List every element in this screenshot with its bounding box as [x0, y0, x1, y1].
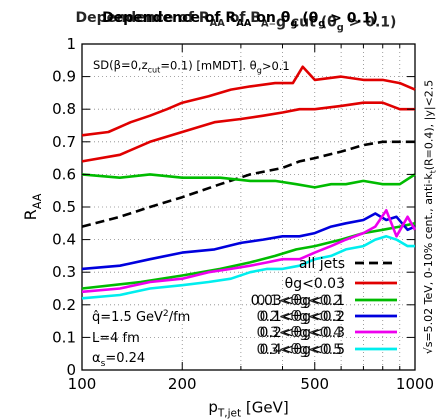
y-tick-label: 0.3: [52, 263, 76, 281]
chart-title-overlay: Dependence of RAA of BA₋g cut (θg > 0.1): [76, 10, 397, 34]
series-line-4: [81, 222, 416, 290]
series-line-3: [81, 173, 416, 189]
legend-label-2: 0.03<θg<0.1: [251, 293, 345, 309]
y-tick-label: 0.7: [52, 133, 76, 151]
param-qhat: q̂=1.5 GeV2/fm: [92, 309, 190, 325]
series-line-6: [81, 209, 417, 294]
param-length: L=4 fm: [92, 331, 140, 346]
chart-title-text: Dependence of RAA on θg (θg > 0.1): [102, 10, 378, 30]
y-tick-label: 1: [66, 35, 76, 53]
series-line-2: [81, 101, 415, 163]
x-tick-label: 200: [168, 375, 197, 393]
series-line-7: [81, 235, 415, 300]
legend-overlay-3: 0.2<θg<0.3: [257, 309, 342, 325]
y-tick-label: 0.2: [52, 296, 76, 314]
y-tick-label: 0.6: [52, 165, 76, 183]
legend-label-5: 0.4<θg<0.5: [260, 342, 345, 358]
legend-overlay-4: 0.3<θg<0.4: [257, 325, 343, 341]
legend-label-3: 0.1<θg<0.2: [260, 309, 345, 325]
y-tick-label: 0.1: [52, 328, 76, 346]
legend: all jets θg<0.030.03<θg<0.10.1<θg<0.20.1<…: [251, 256, 397, 358]
annotations: SD(β=0,zcut=0.1) [mMDT]. θg>0.1 q̂=1.5 Ge…: [92, 58, 437, 369]
legend-overlay-2: 0.1<θg<0.2: [257, 293, 342, 309]
param-alpha-s: αs=0.24: [92, 351, 145, 369]
y-tick-label: 0.4: [52, 231, 76, 249]
grooming-label: SD(β=0,zcut=0.1) [mMDT]. θg>0.1: [93, 58, 290, 75]
series-group: [81, 65, 417, 300]
legend-label-4: 0.2<θg<0.3: [260, 325, 345, 341]
legend-label-0: all jets: [299, 256, 345, 272]
series-line-5: [81, 212, 416, 271]
x-tick-label: 1000: [396, 375, 434, 393]
x-axis-label: pT,jet [GeV]: [208, 398, 288, 419]
legend-label-1: θg<0.03: [285, 276, 345, 292]
side-label: √s=5.02 TeV, 0-10% cent., anti-kt(R=0.4)…: [422, 80, 437, 355]
legend-overlay-5: 0.3<θg<0.5: [257, 342, 342, 358]
chart-title: Dependence of RAA on θg (θg > 0.1)Depend…: [76, 10, 397, 34]
x-tick-label: 100: [68, 375, 97, 393]
axis-labels: pT,jet [GeV] RAA: [21, 193, 289, 419]
y-axis-label: RAA: [21, 193, 44, 220]
y-tick-label: 0.8: [52, 100, 76, 118]
series-line-1: [81, 65, 416, 137]
y-tick-label: 0.9: [52, 68, 76, 86]
y-tick-label: 0.5: [52, 198, 76, 216]
series-line-0: [81, 140, 415, 228]
x-tick-label: 500: [300, 375, 329, 393]
y-tick-label: 0: [66, 361, 76, 379]
y-axis-ticks: 0 0.1 0.2 0.3 0.4 0.5 0.6 0.7 0.8 0.9 1: [52, 35, 415, 379]
x-axis-ticks: 100 200 500 1000: [68, 44, 434, 393]
